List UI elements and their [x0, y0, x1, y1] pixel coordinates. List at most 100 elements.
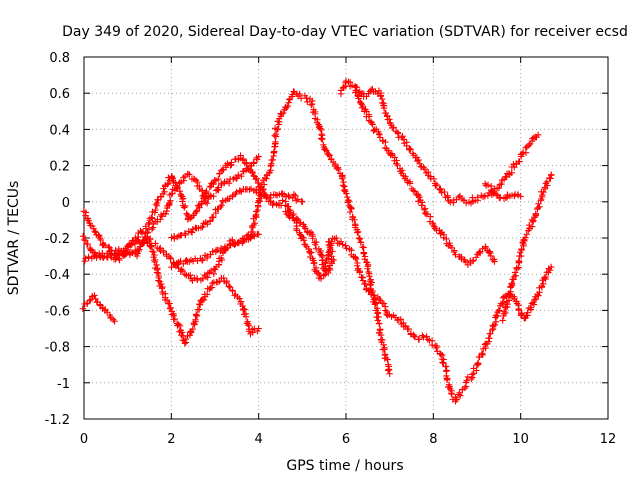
data-point	[91, 292, 98, 299]
data-point	[290, 191, 298, 198]
data-point	[490, 323, 497, 330]
data-point	[499, 317, 506, 324]
data-point	[161, 188, 168, 196]
data-point	[525, 142, 533, 149]
data-point	[339, 241, 346, 248]
data-point	[325, 238, 332, 245]
data-point	[360, 250, 367, 257]
data-point	[292, 197, 300, 204]
data-point	[380, 341, 387, 349]
data-point	[232, 240, 239, 247]
data-point	[343, 245, 350, 252]
data-point	[193, 208, 200, 215]
data-point	[419, 332, 426, 339]
data-point	[456, 389, 463, 397]
data-point	[473, 367, 480, 374]
data-point	[421, 165, 429, 173]
data-point	[157, 216, 164, 223]
data-point	[517, 193, 524, 200]
data-point	[171, 235, 178, 242]
data-point	[522, 144, 529, 152]
data-point	[271, 125, 279, 132]
data-point	[110, 316, 117, 323]
data-point	[463, 377, 470, 384]
data-point	[181, 340, 188, 347]
data-point	[496, 181, 504, 188]
data-point	[255, 231, 262, 238]
data-point	[255, 153, 262, 160]
data-point	[188, 229, 196, 236]
data-point	[166, 300, 173, 307]
data-point	[182, 231, 189, 239]
x-tick-label: 4	[255, 432, 263, 447]
data-point	[487, 252, 495, 260]
data-point	[374, 317, 381, 324]
data-point	[498, 180, 505, 188]
data-point	[384, 356, 391, 363]
data-point	[528, 223, 536, 230]
data-point	[206, 183, 213, 191]
data-point	[327, 245, 334, 253]
data-point	[217, 203, 224, 211]
data-point	[175, 321, 182, 328]
data-point	[309, 235, 316, 242]
data-point	[111, 250, 118, 257]
data-point	[356, 269, 363, 276]
data-point	[178, 331, 185, 339]
data-point	[148, 215, 156, 222]
data-point	[255, 325, 262, 332]
data-point	[543, 178, 551, 186]
data-point	[540, 280, 547, 288]
data-point	[179, 267, 187, 275]
data-point	[344, 193, 351, 201]
data-point	[523, 231, 530, 238]
data-point	[433, 344, 440, 351]
data-point	[171, 315, 179, 323]
y-tick-label: -0.2	[45, 232, 70, 247]
data-point	[231, 241, 238, 249]
data-point	[410, 187, 417, 194]
data-point	[495, 306, 502, 314]
data-point	[516, 158, 523, 165]
data-point	[256, 183, 264, 190]
data-point	[354, 229, 361, 236]
data-point	[194, 202, 202, 210]
data-point	[536, 203, 543, 211]
data-point	[84, 240, 91, 248]
data-point	[324, 252, 332, 259]
data-point	[272, 131, 280, 138]
data-point	[512, 272, 519, 279]
data-point	[267, 198, 274, 205]
y-tick-label: 0.6	[49, 87, 70, 102]
data-point	[355, 234, 363, 242]
data-point	[325, 151, 332, 158]
data-point	[521, 234, 529, 241]
data-point	[493, 190, 500, 198]
data-point	[529, 135, 536, 142]
data-point	[432, 182, 439, 189]
data-point	[111, 318, 118, 325]
data-point	[444, 194, 451, 201]
data-point	[351, 216, 358, 224]
data-point	[326, 152, 333, 159]
data-point	[469, 194, 476, 201]
data-point	[455, 193, 462, 201]
data-point	[497, 194, 504, 201]
data-point	[478, 350, 486, 357]
data-point	[115, 255, 123, 262]
data-point	[229, 236, 236, 243]
data-point	[534, 131, 542, 139]
axis-ticks	[83, 56, 609, 420]
data-point	[198, 198, 205, 205]
data-point	[199, 223, 206, 231]
data-point	[548, 263, 555, 271]
data-point	[150, 253, 157, 261]
data-point	[416, 193, 423, 201]
data-point	[233, 174, 241, 182]
data-point	[310, 260, 317, 267]
data-point	[380, 105, 388, 112]
data-point	[527, 304, 534, 311]
data-point	[218, 202, 225, 209]
data-point	[526, 221, 533, 229]
data-point	[303, 94, 310, 102]
